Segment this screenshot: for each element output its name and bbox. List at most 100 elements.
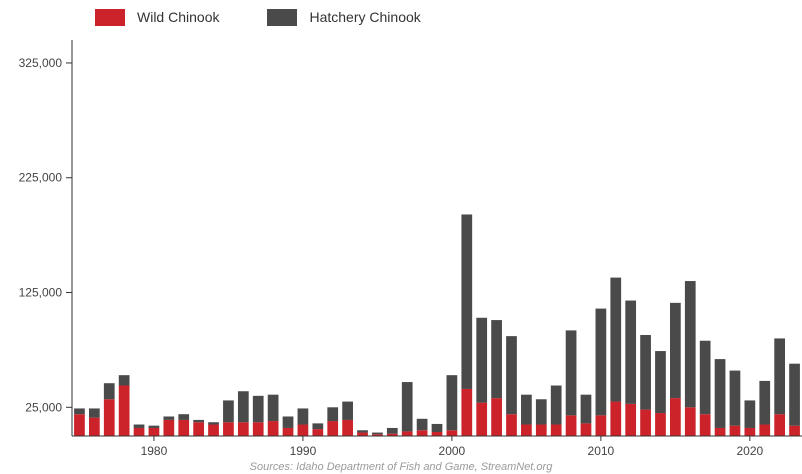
bar-wild	[193, 422, 204, 436]
bar-wild	[476, 402, 488, 436]
bar-hatchery	[208, 422, 219, 425]
chart-legend: Wild Chinook Hatchery Chinook	[95, 6, 469, 28]
bar-hatchery	[74, 408, 85, 415]
bar-wild	[252, 422, 264, 436]
x-tick-label: 2000	[439, 444, 466, 458]
bar-hatchery	[535, 399, 547, 425]
bar-wild	[670, 398, 681, 436]
bar-wild	[610, 401, 622, 436]
x-tick-label: 2020	[737, 444, 764, 458]
bar-wild	[640, 409, 651, 436]
bar-hatchery	[625, 300, 637, 404]
bar-hatchery	[446, 375, 458, 431]
bar-hatchery	[312, 423, 324, 430]
bar-hatchery	[670, 302, 681, 399]
bar-hatchery	[476, 317, 488, 403]
bar-wild	[386, 433, 398, 436]
y-tick-label: 125,000	[19, 286, 63, 300]
bar-wild	[744, 427, 756, 436]
bar-wild	[446, 430, 458, 436]
bar-wild	[103, 399, 115, 436]
bar-hatchery	[491, 320, 502, 399]
bar-hatchery	[327, 407, 339, 422]
bar-hatchery	[103, 383, 115, 400]
y-tick-label: 225,000	[19, 171, 63, 185]
bar-hatchery	[386, 427, 398, 434]
bar-wild	[580, 423, 592, 436]
bar-hatchery	[744, 400, 756, 428]
bar-wild	[327, 421, 339, 436]
x-tick-label: 2010	[588, 444, 615, 458]
bar-hatchery	[178, 414, 190, 420]
bar-hatchery	[118, 375, 130, 386]
bar-wild	[565, 415, 577, 436]
x-tick-label: 1990	[290, 444, 317, 458]
bar-wild	[133, 427, 145, 436]
bar-wild	[208, 424, 219, 436]
bar-wild	[729, 425, 741, 436]
bar-wild	[88, 417, 100, 436]
bar-wild	[74, 414, 85, 436]
bar-hatchery	[580, 394, 592, 424]
bar-wild	[357, 432, 368, 436]
bar-hatchery	[759, 380, 771, 425]
bar-hatchery	[431, 423, 443, 432]
bar-wild	[148, 427, 160, 436]
bar-wild	[416, 430, 428, 436]
bar-wild	[684, 407, 696, 436]
bar-wild	[297, 424, 309, 436]
source-note: Sources: Idaho Department of Fish and Ga…	[249, 461, 553, 473]
bar-wild	[461, 388, 473, 436]
bar-wild	[625, 403, 637, 436]
bar-hatchery	[148, 425, 160, 428]
bar-wild	[774, 414, 786, 436]
bar-wild	[789, 425, 800, 436]
bar-hatchery	[357, 430, 368, 433]
bar-hatchery	[193, 419, 204, 423]
bar-wild	[595, 415, 607, 436]
bar-hatchery	[267, 394, 279, 422]
legend-swatch-wild	[95, 8, 125, 26]
bar-wild	[342, 419, 353, 436]
bar-hatchery	[416, 418, 428, 431]
bar-hatchery	[133, 424, 145, 428]
bar-hatchery	[521, 394, 532, 425]
bar-hatchery	[252, 395, 264, 423]
bar-hatchery	[595, 308, 607, 416]
bar-wild	[223, 422, 234, 436]
x-tick-label: 1980	[141, 444, 168, 458]
bar-wild	[431, 431, 443, 436]
legend-item-hatchery: Hatchery Chinook	[267, 8, 421, 26]
bar-hatchery	[565, 330, 577, 416]
bar-hatchery	[610, 277, 622, 402]
bar-hatchery	[774, 338, 786, 415]
bar-wild	[521, 424, 532, 436]
bar-hatchery	[401, 382, 413, 432]
bar-wild	[550, 424, 562, 436]
bar-hatchery	[655, 351, 666, 414]
legend-label-hatchery: Hatchery Chinook	[309, 9, 421, 25]
bar-hatchery	[729, 370, 741, 426]
legend-label-wild: Wild Chinook	[137, 9, 220, 25]
bar-wild	[759, 424, 771, 436]
bar-wild	[237, 422, 249, 436]
bar-hatchery	[342, 401, 353, 420]
bar-wild	[714, 427, 726, 436]
bar-wild	[118, 385, 130, 436]
bar-hatchery	[297, 408, 309, 425]
bar-hatchery	[506, 336, 517, 415]
bar-hatchery	[372, 432, 383, 435]
bar-wild	[163, 419, 175, 436]
bar-hatchery	[88, 408, 100, 418]
bar-wild	[178, 419, 190, 436]
bar-hatchery	[223, 400, 234, 423]
bar-hatchery	[699, 340, 711, 415]
bar-hatchery	[237, 391, 249, 423]
bar-hatchery	[714, 359, 726, 428]
y-tick-label: 25,000	[25, 400, 62, 414]
bar-wild	[372, 434, 383, 436]
bar-wild	[401, 431, 413, 436]
bar-wild	[506, 414, 517, 436]
bar-wild	[267, 421, 279, 436]
